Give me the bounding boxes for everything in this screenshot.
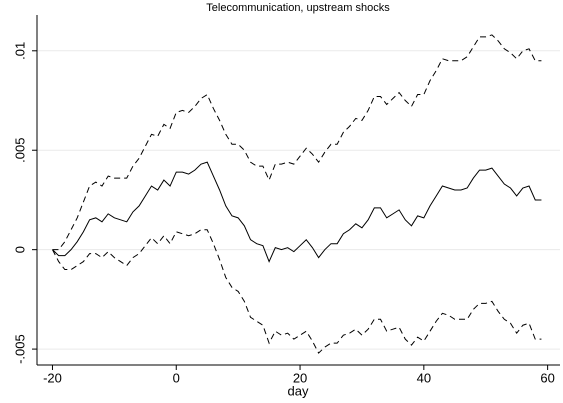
series-line <box>52 34 542 251</box>
y-tick-label: .01 <box>12 42 27 60</box>
x-tick-label: 20 <box>293 370 307 385</box>
y-tick-label: .005 <box>12 138 27 163</box>
series-line <box>52 161 542 263</box>
x-tick-label: 0 <box>173 370 180 385</box>
x-axis-label: day <box>288 383 309 398</box>
chart-title: Telecommunication, upstream shocks <box>206 2 390 14</box>
series-line <box>52 229 542 354</box>
x-tick-label: 40 <box>417 370 431 385</box>
x-tick-label: 60 <box>540 370 554 385</box>
y-tick-label: 0 <box>12 246 27 253</box>
x-tick-label: -20 <box>43 370 62 385</box>
y-tick-label: -.005 <box>12 334 27 364</box>
